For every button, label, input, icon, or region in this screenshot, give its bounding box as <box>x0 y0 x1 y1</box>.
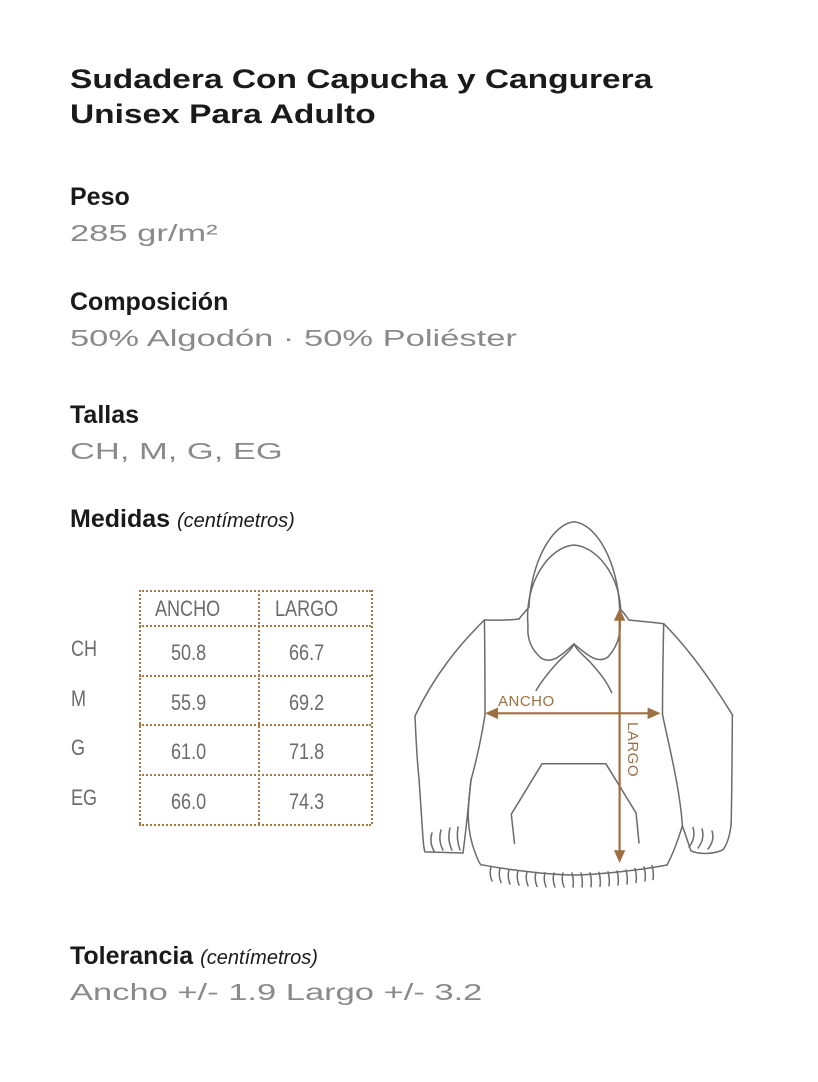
svg-text:ANCHO: ANCHO <box>498 693 555 710</box>
svg-text:LARGO: LARGO <box>624 722 641 777</box>
